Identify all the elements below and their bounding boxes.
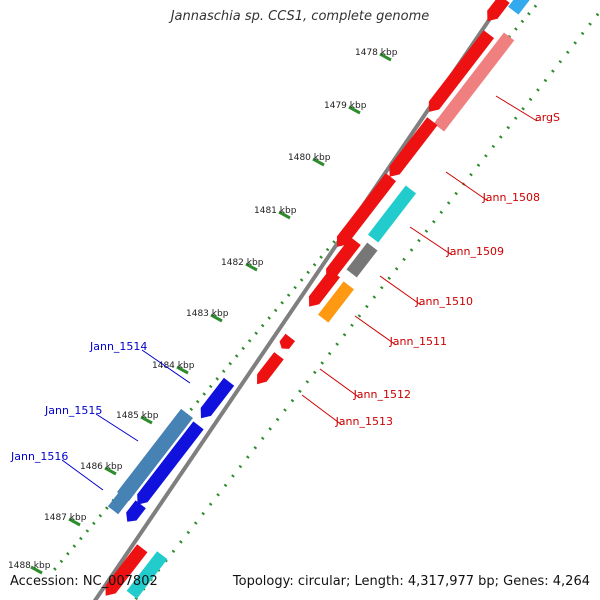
reverse-gene-jann1516[interactable] <box>107 485 135 515</box>
gene-label-jann-1512[interactable]: Jann_1512 <box>353 388 411 401</box>
scale-tick <box>312 157 325 167</box>
leader-line <box>379 275 422 306</box>
forward-gene-cyan[interactable] <box>508 0 532 15</box>
forward-gene-cyan[interactable] <box>126 551 168 599</box>
reverse-gene[interactable] <box>122 500 146 525</box>
scale-label: 1479 kbp <box>324 101 367 111</box>
scale-label: 1486 kbp <box>80 462 123 472</box>
forward-gene[interactable] <box>304 269 340 310</box>
gene-label-jann-1510[interactable]: Jann_1510 <box>415 295 473 308</box>
scale-tick <box>30 565 43 575</box>
leader-line <box>495 95 538 122</box>
gene-label-jann-1508[interactable]: Jann_1508 <box>482 191 540 204</box>
leader-line <box>319 368 361 399</box>
forward-gene[interactable] <box>101 544 148 599</box>
scale-label: 1480 kbp <box>288 153 331 163</box>
gene-label-jann-1513[interactable]: Jann_1513 <box>335 415 393 428</box>
reverse-gene-jann1514[interactable] <box>196 377 235 422</box>
gene-label-jann-1511[interactable]: Jann_1511 <box>389 335 447 348</box>
scale-label: 1478 kbp <box>355 48 398 58</box>
forward-gene[interactable] <box>332 173 396 251</box>
scale-tick <box>379 52 392 62</box>
scale-tick <box>245 262 258 272</box>
map-title: Jannaschia sp. CCS1, complete genome <box>170 9 430 24</box>
label-leaders <box>61 95 538 491</box>
topology-text: Topology: circular; Length: 4,317,977 bp… <box>232 574 590 589</box>
reverse-gene-jann1515[interactable] <box>117 408 193 502</box>
leader-line <box>354 315 397 346</box>
forward-gene[interactable] <box>252 352 284 388</box>
scale-tick <box>176 365 189 375</box>
gene-label-jann-1514[interactable]: Jann_1514 <box>89 340 147 353</box>
leader-line <box>141 349 191 384</box>
forward-gene[interactable] <box>482 0 510 25</box>
accession-text: Accession: NC_007802 <box>10 574 158 589</box>
scale-tick <box>68 517 81 527</box>
scale-tick <box>140 415 153 425</box>
leader-line <box>409 226 453 256</box>
scale-tick <box>278 210 291 220</box>
forward-gene[interactable] <box>384 117 438 180</box>
leader-line <box>61 459 104 491</box>
gene-labels: argS Jann_1508 Jann_1509 Jann_1510 Jann_1511… <box>10 111 560 463</box>
scale-label: 1484 kbp <box>152 361 195 371</box>
reverse-gene[interactable] <box>132 421 204 508</box>
forward-gene[interactable] <box>321 237 361 283</box>
forward-gene[interactable] <box>424 30 495 116</box>
scale-label: 1487 kbp <box>44 513 87 523</box>
gene-argS-product[interactable] <box>433 32 515 132</box>
leader-line <box>95 413 139 442</box>
leader-line <box>301 394 343 426</box>
scale-tick <box>348 105 361 115</box>
gene-jann1511-product[interactable] <box>318 281 354 323</box>
gene-jann1509-product[interactable] <box>367 185 417 243</box>
scale-tick <box>210 313 223 323</box>
scale-label: 1483 kbp <box>186 309 229 319</box>
scale-labels: 1478 kbp 1479 kbp 1480 kbp 1481 kbp 1482 kbp… <box>8 48 398 571</box>
gene-features <box>101 0 532 599</box>
gene-jann1510-product[interactable] <box>346 242 378 278</box>
scale-label: 1485 kbp <box>116 411 159 421</box>
scale-label: 1481 kbp <box>254 206 297 216</box>
gene-label-args[interactable]: argS <box>535 111 560 124</box>
scale-label: 1488 kbp <box>8 561 51 571</box>
gene-label-jann-1515[interactable]: Jann_1515 <box>44 404 102 417</box>
scale-label: 1482 kbp <box>221 258 264 268</box>
scale-tick <box>104 466 117 476</box>
leader-line <box>445 171 489 202</box>
inner-tick-track <box>133 9 600 600</box>
scale-ticks <box>30 52 392 575</box>
gene-label-jann-1509[interactable]: Jann_1509 <box>446 245 504 258</box>
forward-gene[interactable] <box>277 333 296 352</box>
gene-label-jann-1516[interactable]: Jann_1516 <box>10 450 68 463</box>
